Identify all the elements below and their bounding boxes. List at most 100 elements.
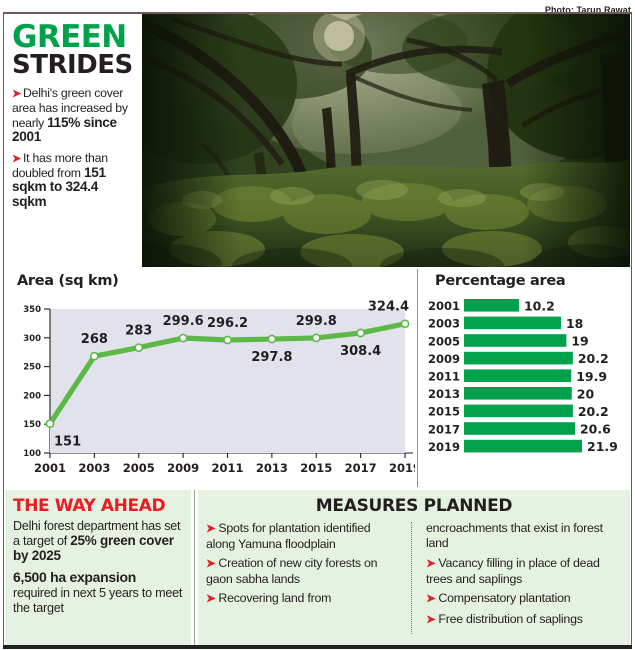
svg-text:200: 200 (23, 391, 41, 401)
line-chart-title: Area (sq km) (17, 273, 119, 289)
svg-text:2017: 2017 (345, 461, 377, 475)
headline-column: GREEN STRIDES ➤ Delhi's green cover area … (5, 14, 141, 267)
svg-text:283: 283 (125, 324, 152, 339)
svg-text:2013: 2013 (428, 387, 460, 401)
svg-text:296.2: 296.2 (207, 316, 248, 331)
svg-text:20.6: 20.6 (580, 422, 611, 437)
measures-right-column: encroachments that exist in forest land … (420, 519, 625, 633)
svg-text:2003: 2003 (78, 461, 110, 475)
measures-item-text: Recovering land from (218, 591, 332, 606)
headline-bullet-2-text: It has more than doubled from (12, 150, 108, 181)
svg-text:2003: 2003 (428, 317, 460, 331)
svg-text:19.9: 19.9 (576, 369, 607, 384)
line-chart-wrap: 100 150 200 250 300 350 2001 2003 2005 2009 2011 20… (5, 293, 421, 489)
arrow-icon: ➤ (206, 593, 216, 606)
svg-text:268: 268 (81, 332, 108, 347)
measures-left-column: ➤ Spots for plantation identified along Y… (200, 519, 405, 612)
svg-text:300: 300 (23, 334, 41, 344)
way-ahead-panel: THE WAY AHEAD Delhi forest department ha… (5, 490, 191, 645)
charts-divider (417, 269, 418, 487)
measures-item: ➤ Vacancy filling in place of dead trees … (426, 556, 621, 586)
way-ahead-para-1-plain: Delhi forest department has set a target… (13, 519, 181, 548)
svg-text:297.8: 297.8 (251, 350, 292, 365)
measures-item-text: Creation of new city forests on gaon sab… (206, 556, 378, 586)
svg-text:20: 20 (577, 386, 595, 401)
measures-item-text: Vacancy filling in place of dead trees a… (426, 556, 600, 586)
bar-chart-svg: 2001 10.2 2003 18 2005 19 2009 20.2 2011 19.9 2013… (428, 298, 618, 454)
measures-title: MEASURES PLANNED (315, 496, 513, 516)
svg-text:2019: 2019 (428, 440, 460, 454)
arrow-icon: ➤ (426, 613, 436, 626)
bar-chart-wrap: 2001 10.2 2003 18 2005 19 2009 20.2 2011 19.9 2013… (423, 293, 630, 489)
svg-text:18: 18 (566, 316, 583, 331)
svg-text:2017: 2017 (428, 422, 460, 436)
way-ahead-para-2-bold: 6,500 ha expansion (13, 569, 136, 586)
measures-columns: ➤ Spots for plantation identified along Y… (198, 519, 630, 641)
svg-text:350: 350 (23, 305, 41, 315)
photo-credit-bar: Photo: Tarun Rawat (0, 0, 635, 15)
svg-text:20.2: 20.2 (578, 404, 609, 419)
arrow-icon: ➤ (12, 152, 21, 165)
svg-text:299.6: 299.6 (163, 314, 204, 329)
svg-text:2005: 2005 (428, 334, 460, 348)
measures-item: ➤ Compensatory plantation (426, 591, 621, 607)
forest-photo (142, 14, 630, 267)
svg-text:2019: 2019 (389, 461, 415, 475)
arrow-icon: ➤ (426, 558, 436, 571)
arrow-icon: ➤ (426, 593, 436, 606)
arrow-icon: ➤ (206, 523, 216, 535)
svg-text:151: 151 (54, 435, 81, 450)
forest-photo-svg (142, 14, 630, 267)
measures-item-text: Spots for plantation identified along Ya… (206, 521, 371, 551)
measures-item-text: Free distribution of saplings (438, 611, 583, 626)
headline-bullet-2-emphasis: 151 sqkm to 324.4 sqkm (12, 165, 106, 209)
svg-text:2015: 2015 (428, 405, 460, 419)
svg-text:150: 150 (23, 420, 41, 430)
way-ahead-para-2: 6,500 ha expansion required in next 5 ye… (13, 570, 183, 615)
svg-text:2011: 2011 (428, 370, 460, 384)
line-chart-svg: 100 150 200 250 300 350 2001 2003 2005 2009 2011 20… (23, 300, 421, 475)
measures-item-continuation: encroachments that exist in forest land (426, 521, 603, 550)
svg-text:100: 100 (23, 449, 41, 459)
measures-item: ➤ Creation of new city forests on gaon sa… (206, 556, 401, 586)
arrow-icon: ➤ (12, 88, 21, 100)
bottom-row: THE WAY AHEAD Delhi forest department ha… (5, 490, 630, 645)
svg-text:2013: 2013 (256, 461, 288, 475)
headline-bullet-2: ➤ It has more than doubled from 151 sqkm … (12, 151, 134, 210)
way-ahead-title: THE WAY AHEAD (13, 496, 166, 516)
way-ahead-para-1: Delhi forest department has set a target… (13, 519, 183, 563)
svg-text:2015: 2015 (300, 461, 332, 475)
headline-bullet-1-text: Delhi's green cover area has increased b… (12, 86, 128, 130)
svg-text:19: 19 (571, 334, 588, 349)
title-black: STRIDES (12, 50, 133, 80)
headline-bullet-1-emphasis: 115% since 2001 (12, 114, 117, 145)
measures-dotted-separator (411, 522, 412, 634)
svg-text:324.4: 324.4 (368, 300, 409, 315)
svg-text:2009: 2009 (428, 352, 460, 366)
svg-text:2009: 2009 (167, 461, 199, 475)
way-ahead-para-2-plain: required in next 5 years to meet the tar… (13, 586, 183, 615)
bottom-rule (3, 645, 632, 649)
arrow-icon: ➤ (206, 558, 216, 571)
measures-item-text: Compensatory plantation (438, 591, 571, 606)
svg-text:2001: 2001 (34, 461, 66, 475)
svg-text:250: 250 (23, 363, 41, 373)
line-chart-panel: Area (sq km) 100 150 200 250 300 350 2001 2003 2… (5, 267, 421, 489)
measures-item: ➤ Recovering land from (206, 591, 401, 607)
bar-chart-panel: Percentage area 2001 10.2 2003 18 2005 19 2009… (423, 267, 630, 489)
bar-chart-title: Percentage area (435, 273, 566, 289)
way-ahead-para-1-bold: 25% green cover by 2025 (13, 532, 174, 563)
svg-text:2005: 2005 (123, 461, 155, 475)
measures-item: ➤ Spots for plantation identified along Y… (206, 521, 401, 551)
headline-bullet-1: ➤ Delhi's green cover area has increased … (12, 86, 134, 145)
svg-text:2001: 2001 (428, 299, 460, 313)
title-green: GREEN (12, 19, 127, 55)
svg-text:299.8: 299.8 (296, 314, 337, 329)
svg-text:2011: 2011 (211, 461, 243, 475)
svg-text:10.2: 10.2 (524, 298, 555, 313)
svg-text:20.2: 20.2 (578, 351, 609, 366)
bottom-divider (194, 490, 195, 645)
measures-item: ➤ Free distribution of saplings (426, 612, 621, 628)
svg-text:21.9: 21.9 (587, 439, 618, 454)
